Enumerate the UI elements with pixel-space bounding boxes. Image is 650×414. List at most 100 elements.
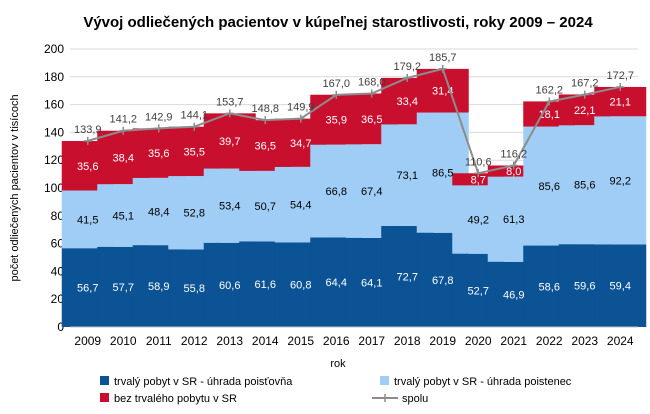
segment-label-s1-2011: 48,4 [148,206,169,218]
segment-label-s0-2023: 59,6 [574,281,595,293]
segment-label-s1-2021: 61,3 [503,214,524,226]
x-tick-label: 2022 [536,334,563,348]
legend-item-poistovna-swatch [100,376,109,385]
y-tick-label: 60 [51,237,65,251]
x-tick-label: 2019 [429,334,456,348]
bar-segment-s0-2024 [594,244,647,327]
total-series-line [87,67,621,175]
total-label-2009: 133,9 [74,124,102,136]
total-marker-2019 [438,64,447,73]
y-tick-label: 100 [44,181,64,195]
y-tick-label: 140 [44,125,64,139]
legend-item-bez-pobytu-label: bez trvalého pobytu v SR [114,393,237,405]
segment-label-s0-2013: 60,6 [219,280,240,292]
total-label-2024: 172,7 [606,70,634,82]
total-marker-2010 [119,126,128,135]
total-marker-2013 [225,109,234,118]
total-marker-2015 [296,114,305,123]
segment-label-s2-2011: 35,6 [148,148,169,160]
legend-item-poistenec-label: trvalý pobyt v SR - úhrada poistenec [394,376,572,388]
segment-label-s0-2020: 52,7 [468,285,489,297]
segment-label-s1-2013: 53,4 [219,201,240,213]
x-tick-label: 2018 [394,334,421,348]
x-tick-label: 2016 [323,334,350,348]
segment-label-s0-2016: 64,4 [326,277,347,289]
legend-item-spolu-label: spolu [402,393,428,405]
segment-label-s0-2014: 61,6 [255,279,276,291]
x-axis-ticks: 2009 2010 2011 2012 2013 2014 2015 2016 2017 2018… [74,334,634,348]
total-label-2022: 162,2 [535,85,563,97]
segment-label-s2-2014: 36,5 [255,141,276,153]
legend-item-poistovna-label: trvalý pobyt v SR - úhrada poisťovňa [114,376,293,388]
segment-label-s0-2011: 58,9 [148,281,169,293]
total-label-2021: 116,2 [500,148,527,160]
total-marker-2020 [474,169,483,178]
x-tick-label: 2015 [287,334,314,348]
bar-segment-s2-2021 [487,165,540,177]
x-tick-label: 2014 [252,334,279,348]
x-tick-label: 2023 [571,334,598,348]
segment-label-s1-2010: 45,1 [113,210,134,222]
segment-label-s0-2015: 60,8 [290,280,311,292]
x-tick-label: 2020 [465,334,492,348]
x-tick-label: 2010 [110,334,137,348]
segment-label-s2-2024: 21,1 [610,97,631,109]
x-tick-label: 2013 [216,334,243,348]
segment-label-s1-2016: 66,8 [326,186,347,198]
x-axis-label: rok [330,358,346,370]
legend-item-poistenec-swatch [380,376,389,385]
y-tick-label: 200 [44,42,64,56]
segment-label-s1-2015: 54,4 [290,200,311,212]
total-label-2023: 167,2 [571,78,599,90]
total-label-2018: 179,2 [393,61,421,73]
segment-label-s1-2022: 85,6 [539,181,560,193]
y-tick-label: 0 [57,320,64,334]
segment-label-s2-2020: 8,7 [471,174,486,186]
segment-label-s0-2010: 57,7 [113,282,134,294]
total-label-2015: 149,9 [287,102,315,114]
total-marker-2017 [367,89,376,98]
segment-label-s1-2023: 85,6 [574,180,595,192]
segment-label-s2-2012: 35,5 [184,146,205,158]
y-tick-label: 160 [44,98,64,112]
total-label-2020: 110,6 [465,156,492,168]
total-marker-2009 [83,136,92,145]
segment-label-s0-2009: 56,7 [77,283,98,295]
y-tick-label: 40 [51,264,65,278]
segment-label-s1-2012: 52,8 [184,208,205,220]
segment-label-s0-2017: 64,1 [361,277,382,289]
bars [61,68,647,327]
total-marker-2022 [545,97,554,106]
total-marker-2021 [509,161,518,170]
bar-segment-s1-2024 [594,116,647,245]
segment-label-s1-2024: 92,2 [610,175,631,187]
segment-label-s0-2024: 59,4 [610,281,631,293]
segment-label-s2-2018: 33,4 [397,96,418,108]
legend-item-bez-pobytu-swatch [100,393,109,402]
legend-item-poistovna: trvalý pobyt v SR - úhrada poisťovňa [100,376,293,388]
total-marker-2011 [154,124,163,133]
total-marker-2024 [616,82,625,91]
total-marker-2016 [332,90,341,99]
x-tick-label: 2011 [146,334,172,348]
segment-label-s2-2009: 35,6 [77,161,98,173]
segment-label-s1-2014: 50,7 [255,201,276,213]
segment-label-s2-2010: 38,4 [113,152,134,164]
x-tick-label: 2017 [358,334,385,348]
y-axis-label: počet odliečených pacientov v tisícoch [9,94,21,281]
legend-item-spolu-marker [381,394,389,402]
segment-label-s2-2017: 36,5 [361,114,382,126]
bar-segment-s2-2019 [416,68,469,113]
segment-label-s1-2019: 86,5 [432,168,453,180]
legend-item-poistenec: trvalý pobyt v SR - úhrada poistenec [380,376,572,388]
x-tick-label: 2012 [181,334,208,348]
segment-label-s0-2012: 55,8 [184,283,205,295]
total-label-2019: 185,7 [429,52,457,64]
y-tick-label: 20 [51,292,65,306]
legend-item-spolu: spolu [372,393,428,405]
total-label-2016: 167,0 [322,78,350,90]
total-marker-2014 [261,116,270,125]
segment-label-s2-2023: 22,1 [574,105,595,117]
x-tick-label: 2021 [500,334,527,348]
